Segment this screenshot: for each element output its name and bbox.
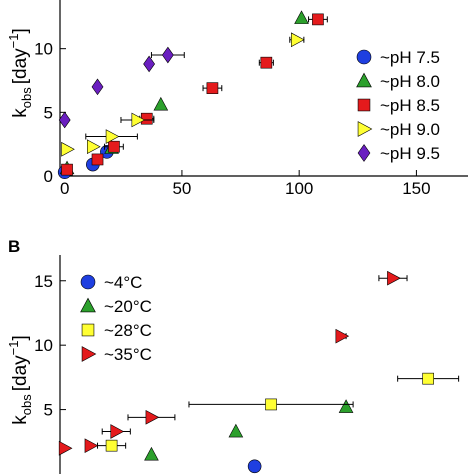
legend-entry: ~28°C xyxy=(104,321,152,340)
data-point xyxy=(144,446,159,461)
data-point xyxy=(140,112,153,125)
y-tick-label: 15 xyxy=(34,272,53,291)
data-point xyxy=(153,96,169,111)
legend-entry: ~pH 9.0 xyxy=(380,120,440,139)
data-point xyxy=(105,129,120,144)
data-point xyxy=(206,82,219,94)
y-axis-label: kobs[day−1] xyxy=(6,335,34,425)
y-tick-label: 5 xyxy=(44,103,53,122)
legend-entry: ~pH 7.5 xyxy=(380,48,440,67)
data-point xyxy=(61,163,73,176)
legend-marker xyxy=(80,274,96,290)
y-axis-label: kobs[day−1] xyxy=(6,28,34,118)
data-point xyxy=(387,270,401,286)
y-tick-label: 5 xyxy=(44,401,53,420)
data-points xyxy=(57,10,328,179)
legend-marker xyxy=(356,72,372,88)
y-tick-label: 10 xyxy=(34,336,53,355)
data-point xyxy=(265,398,277,411)
legend: ~4°C ~20°C ~28°C ~35°C xyxy=(80,273,152,364)
data-point xyxy=(338,399,354,413)
legend-marker xyxy=(356,49,372,65)
data-point xyxy=(91,153,104,166)
legend-entry: ~4°C xyxy=(104,273,142,292)
data-point xyxy=(422,372,434,385)
y-tick-label: 0 xyxy=(44,167,53,186)
legend-marker xyxy=(357,121,373,137)
legend-entry: ~pH 8.5 xyxy=(380,96,440,115)
data-point xyxy=(294,10,309,24)
data-point xyxy=(260,56,273,69)
legend-marker xyxy=(357,98,371,112)
data-point xyxy=(335,328,350,344)
data-point xyxy=(291,32,305,48)
data-point xyxy=(61,141,75,157)
data-point xyxy=(87,139,101,155)
data-point xyxy=(110,424,125,439)
legend-marker xyxy=(80,297,96,313)
x-tick-label: 100 xyxy=(285,179,313,198)
data-point xyxy=(84,438,99,453)
data-point xyxy=(108,140,120,153)
data-point xyxy=(247,459,262,474)
x-tick-label: 150 xyxy=(402,179,430,198)
data-point xyxy=(105,439,118,452)
data-point xyxy=(131,112,146,128)
legend-marker xyxy=(357,144,371,162)
legend-entry: ~pH 9.5 xyxy=(380,144,440,163)
x-tick-label: 50 xyxy=(172,179,191,198)
x-tick-label: 0 xyxy=(60,179,69,198)
y-tick-label: 10 xyxy=(34,40,53,59)
legend-marker xyxy=(81,346,97,362)
data-point xyxy=(91,78,104,96)
data-point xyxy=(58,440,73,456)
data-point xyxy=(161,46,174,64)
legend: ~pH 7.5 ~pH 8.0 ~pH 8.5 ~pH 9.0 ~pH 9.5 xyxy=(356,48,440,163)
legend-entry: ~pH 8.0 xyxy=(380,72,440,91)
legend-marker xyxy=(81,323,95,337)
data-point xyxy=(145,409,160,425)
data-point xyxy=(312,13,324,26)
data-points xyxy=(58,270,460,474)
data-point xyxy=(143,55,155,73)
data-point xyxy=(58,111,71,129)
legend-entry: ~20°C xyxy=(104,297,152,316)
panel-b: 5 10 15 kobs[day−1] B ~4°C ~20°C ~28°C ~35°C xyxy=(6,237,460,474)
data-point xyxy=(228,423,244,438)
legend-entry: ~35°C xyxy=(104,345,152,364)
panel-label: B xyxy=(8,237,20,256)
